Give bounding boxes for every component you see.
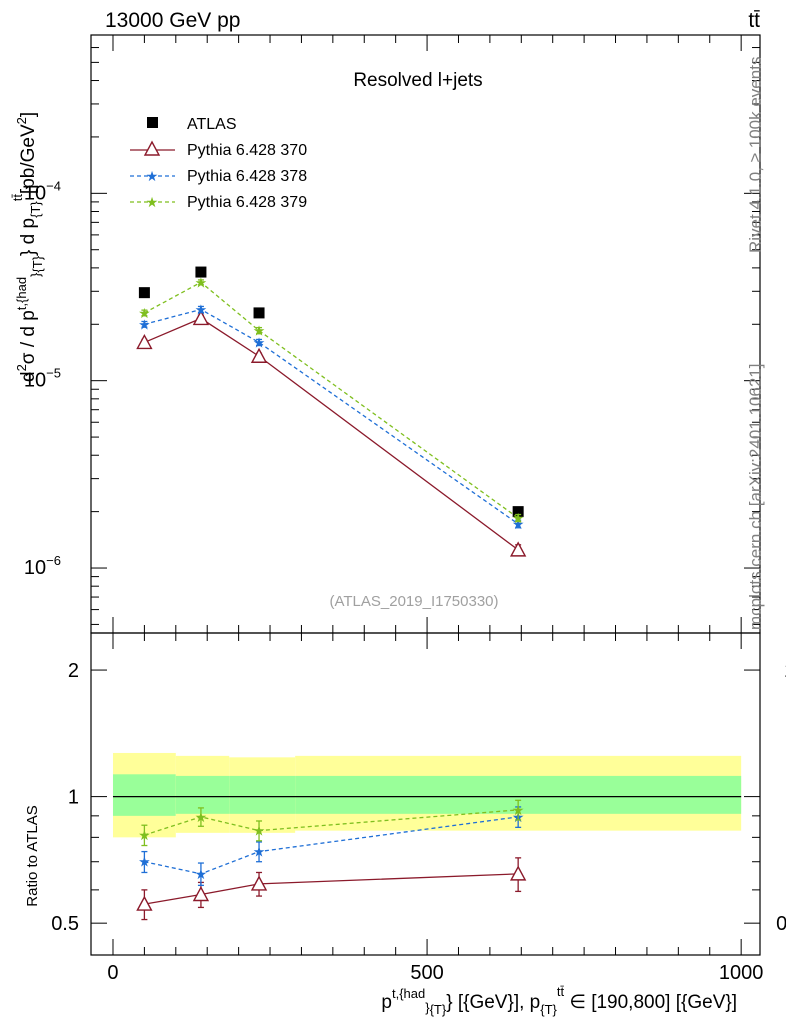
main-point-2-0: ★: [138, 316, 151, 332]
main-point-0-0: [138, 287, 150, 299]
energy-label: 13000 GeV pp: [105, 9, 240, 32]
main-y-axis-label: d2σ / d pt,{had}{T}} d p{T}tt̄[pb/GeV2]: [10, 112, 45, 382]
ratio-series-2: ★ ★ ★ ★: [138, 799, 525, 847]
legend-label-379: Pythia 6.428 379: [187, 194, 307, 211]
main-point-1-3: [509, 541, 527, 557]
main-series-3: ★★★★: [138, 274, 524, 526]
ratio-x-tick-label: 0: [107, 962, 118, 984]
legend-label-atlas: ATLAS: [187, 116, 237, 133]
ratio-y-axis-label: Ratio to ATLAS: [24, 805, 41, 906]
main-series-line-1: [144, 317, 519, 551]
ratio-x-tick-label: 500: [410, 962, 443, 984]
main-point-1-1: [192, 309, 210, 326]
ratio-series-line-2: [144, 809, 519, 836]
main-point-1-0: [136, 333, 153, 350]
mcplots-label: mcplots.cern.ch [arXiv:2401.10621]: [746, 364, 765, 630]
ratio-y-tick-label-right: 1: [784, 787, 786, 809]
analysis-tag: (ATLAS_2019_I1750330): [329, 593, 498, 610]
legend-label-370: Pythia 6.428 370: [187, 142, 307, 159]
ratio-point-1-2: ★: [253, 844, 266, 860]
main-point-1-2: [250, 347, 268, 363]
main-point-0-2: [253, 307, 265, 319]
main-point-3-0: ★: [138, 305, 151, 321]
main-point-3-2: ★: [253, 323, 266, 339]
ratio-y-tick-label: 2: [68, 660, 79, 682]
ratio-point-2-3: ★: [512, 802, 525, 818]
legend-marker-378: ★: [146, 168, 159, 184]
ratio-x-tick-label: 1000: [719, 962, 764, 984]
main-point-3-1: ★: [195, 274, 208, 290]
ratio-series-1: ★ ★ ★ ★: [138, 806, 524, 887]
ratio-point-2-2: ★: [253, 823, 266, 839]
main-series-group: ★★★★★★★★: [136, 266, 527, 557]
main-y-tick-label: 10−4: [24, 178, 61, 204]
legend-label-378: Pythia 6.428 378: [187, 168, 307, 185]
syst-band-bin-0: [112, 774, 176, 816]
main-y-tick-label: 10−5: [24, 366, 61, 392]
ratio-point-0-1: [192, 886, 210, 902]
tick-labels-group: 10−6 10−5 10−4 0 500 1000 0.5 0.5 1 1 2 2: [24, 178, 786, 984]
main-point-2-3: ★: [512, 516, 525, 532]
main-point-2-1: ★: [195, 301, 208, 317]
ratio-point-2-0: ★: [138, 827, 151, 843]
main-point-0-1: [195, 266, 207, 278]
ratio-point-1-1: ★: [195, 866, 208, 882]
main-series-2: ★★★★: [138, 301, 524, 531]
legend: ATLAS Pythia 6.428 370 ★ Pythia 6.428 37…: [130, 116, 307, 211]
rivet-version-label: Rivet 4.1.0, ≥ 100k events: [746, 57, 765, 253]
main-series-0: [138, 266, 524, 518]
ratio-series-group: ★★★★★★★★: [136, 799, 527, 921]
syst-band-bin-2: [229, 775, 296, 814]
legend-marker-atlas: [147, 117, 158, 128]
ratio-y-tick-label-right: 0.5: [776, 913, 786, 935]
ratio-series-line-0: [144, 873, 519, 905]
ratio-series-line-1: [144, 816, 519, 875]
plot-title: Resolved l+jets: [353, 70, 482, 91]
ratio-plot-frame: [90, 632, 761, 956]
main-point-3-3: ★: [512, 510, 525, 526]
ratio-point-0-0: [136, 895, 153, 911]
ratio-y-tick-label: 1: [68, 787, 79, 809]
ratio-point-1-0: ★: [138, 854, 151, 870]
main-point-0-3: [512, 506, 524, 518]
legend-marker-370: [143, 140, 161, 156]
process-label: tt̄: [748, 9, 760, 32]
ratio-y-tick-label-right: 2: [784, 660, 786, 682]
main-series-line-2: [144, 308, 519, 525]
main-series-1: [136, 309, 527, 557]
ratio-point-0-2: [250, 875, 268, 891]
main-y-tick-label: 10−6: [24, 553, 61, 579]
ratio-y-tick-label: 0.5: [51, 913, 79, 935]
ratio-point-2-1: ★: [195, 809, 208, 825]
axes-group: [90, 34, 761, 956]
legend-marker-379: ★: [146, 194, 159, 210]
ratio-point-0-3: [509, 865, 527, 881]
main-point-2-2: ★: [253, 334, 266, 350]
x-axis-label: pt,{had}{T}} [{GeV}], p{T}tt̄ ∈ [190,800…: [381, 984, 737, 1017]
